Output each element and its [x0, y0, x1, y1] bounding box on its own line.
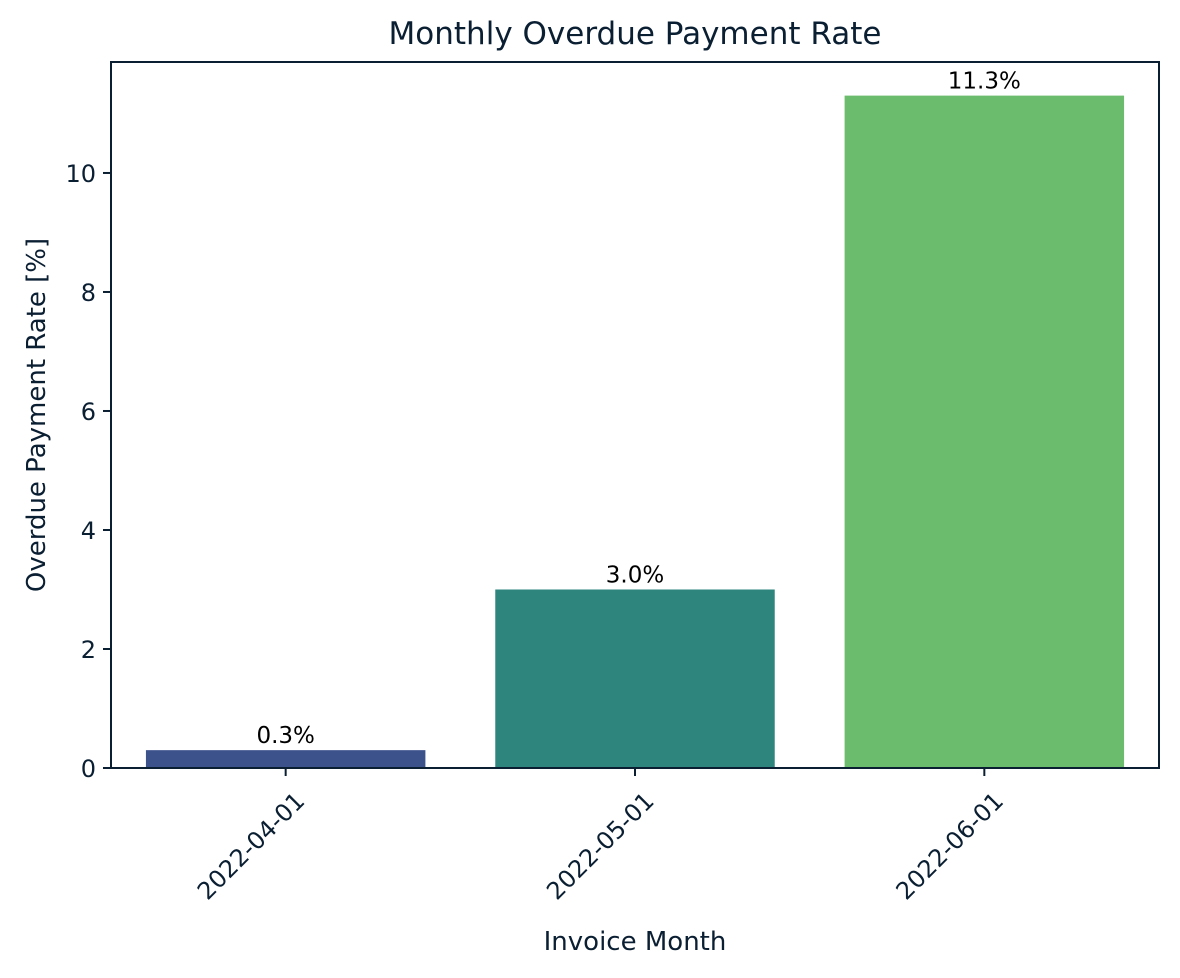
y-tick-label: 4 [81, 517, 96, 545]
y-tick-label: 10 [65, 160, 96, 188]
y-tick-label: 8 [81, 279, 96, 307]
bar-2022-04-01 [145, 750, 426, 768]
x-tick-label: 2022-06-01 [891, 787, 1009, 905]
x-tick-label: 2022-04-01 [192, 787, 310, 905]
y-tick-label: 0 [81, 755, 96, 783]
x-axis-ticks: 2022-04-01 2022-05-01 2022-06-01 [192, 768, 1009, 905]
data-label-2022-04-01: 0.3% [256, 723, 314, 749]
bar-2022-05-01 [495, 589, 775, 768]
x-tick-label: 2022-05-01 [541, 787, 659, 905]
bars-layer [145, 95, 1125, 769]
y-tick-label: 6 [81, 398, 96, 426]
data-labels-layer: 0.3% 3.0% 11.3% [256, 69, 1020, 750]
data-label-2022-05-01: 3.0% [606, 562, 664, 588]
chart-title: Monthly Overdue Payment Rate [389, 16, 882, 52]
data-label-2022-06-01: 11.3% [948, 69, 1021, 95]
y-axis-ticks: 0 2 4 6 8 10 [65, 160, 111, 783]
bar-2022-06-01 [844, 95, 1125, 769]
plot-area-frame [110, 61, 1160, 769]
y-axis-label: Overdue Payment Rate [%] [22, 238, 52, 592]
y-tick-label: 2 [81, 636, 96, 664]
x-axis-label: Invoice Month [544, 927, 727, 957]
